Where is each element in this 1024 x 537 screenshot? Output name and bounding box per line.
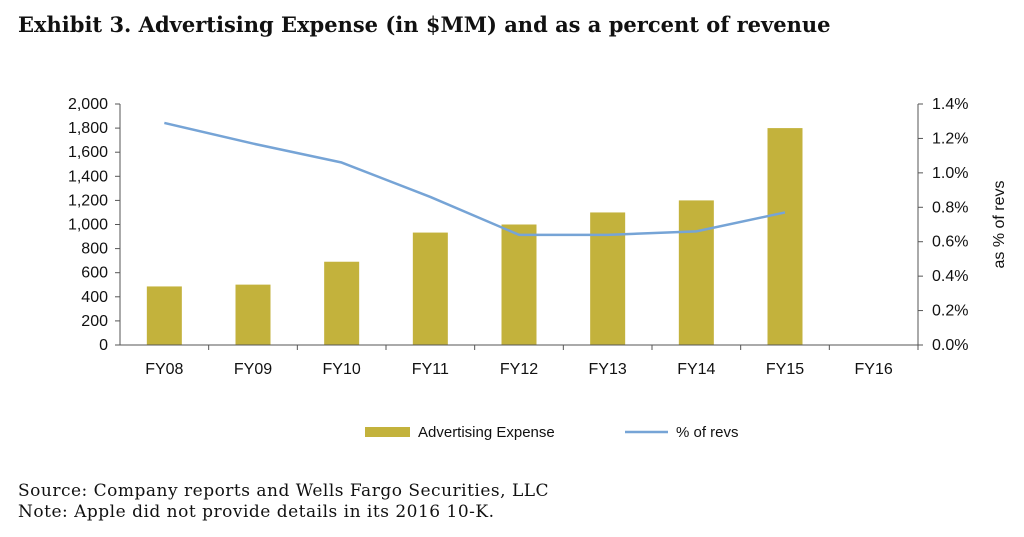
bar-fy11 <box>412 232 448 345</box>
left-tick-label: 800 <box>81 241 108 258</box>
bar-fy15 <box>767 128 803 345</box>
left-tick-label: 400 <box>81 289 108 306</box>
x-tick-label: FY15 <box>766 361 804 378</box>
bar-fy09 <box>235 284 271 345</box>
x-tick-label: FY10 <box>323 361 361 378</box>
legend-label-advertising: Advertising Expense <box>418 424 555 441</box>
x-tick-label: FY16 <box>855 361 893 378</box>
left-tick-label: 1,600 <box>68 144 108 161</box>
x-tick-label: FY09 <box>234 361 272 378</box>
right-axis-title: as % of revs <box>991 180 1008 268</box>
left-tick-label: 200 <box>81 313 108 330</box>
left-tick-label: 600 <box>81 265 108 282</box>
x-tick-label: FY08 <box>145 361 183 378</box>
bar-fy12 <box>501 224 537 345</box>
left-tick-label: 1,200 <box>68 192 108 209</box>
legend-label-pct: % of revs <box>676 424 739 441</box>
right-tick-label: 0.0% <box>932 337 968 354</box>
right-tick-label: 1.2% <box>932 130 968 147</box>
bar-fy14 <box>678 200 714 345</box>
bar-fy13 <box>590 212 626 345</box>
right-tick-label: 0.2% <box>932 303 968 320</box>
right-tick-label: 1.4% <box>932 96 968 113</box>
chart-title: Exhibit 3. Advertising Expense (in $MM) … <box>18 12 831 37</box>
right-tick-label: 0.4% <box>932 268 968 285</box>
left-tick-label: 1,800 <box>68 120 108 137</box>
legend-swatch-advertising <box>365 427 410 437</box>
right-tick-label: 1.0% <box>932 165 968 182</box>
footnote: Note: Apple did not provide details in i… <box>18 502 495 522</box>
source-note: Source: Company reports and Wells Fargo … <box>18 481 550 501</box>
bar-fy10 <box>324 261 360 345</box>
left-tick-label: 2,000 <box>68 96 108 113</box>
pct-of-revs-line <box>164 121 786 237</box>
x-tick-label: FY11 <box>412 361 449 378</box>
right-tick-label: 0.8% <box>932 199 968 216</box>
right-tick-label: 0.6% <box>932 234 968 251</box>
x-tick-label: FY13 <box>589 361 627 378</box>
x-tick-label: FY12 <box>500 361 538 378</box>
bar-fy08 <box>146 286 182 345</box>
left-tick-label: 0 <box>99 337 108 354</box>
left-tick-label: 1,400 <box>68 168 108 185</box>
x-tick-label: FY14 <box>677 361 715 378</box>
left-tick-label: 1,000 <box>68 217 108 234</box>
